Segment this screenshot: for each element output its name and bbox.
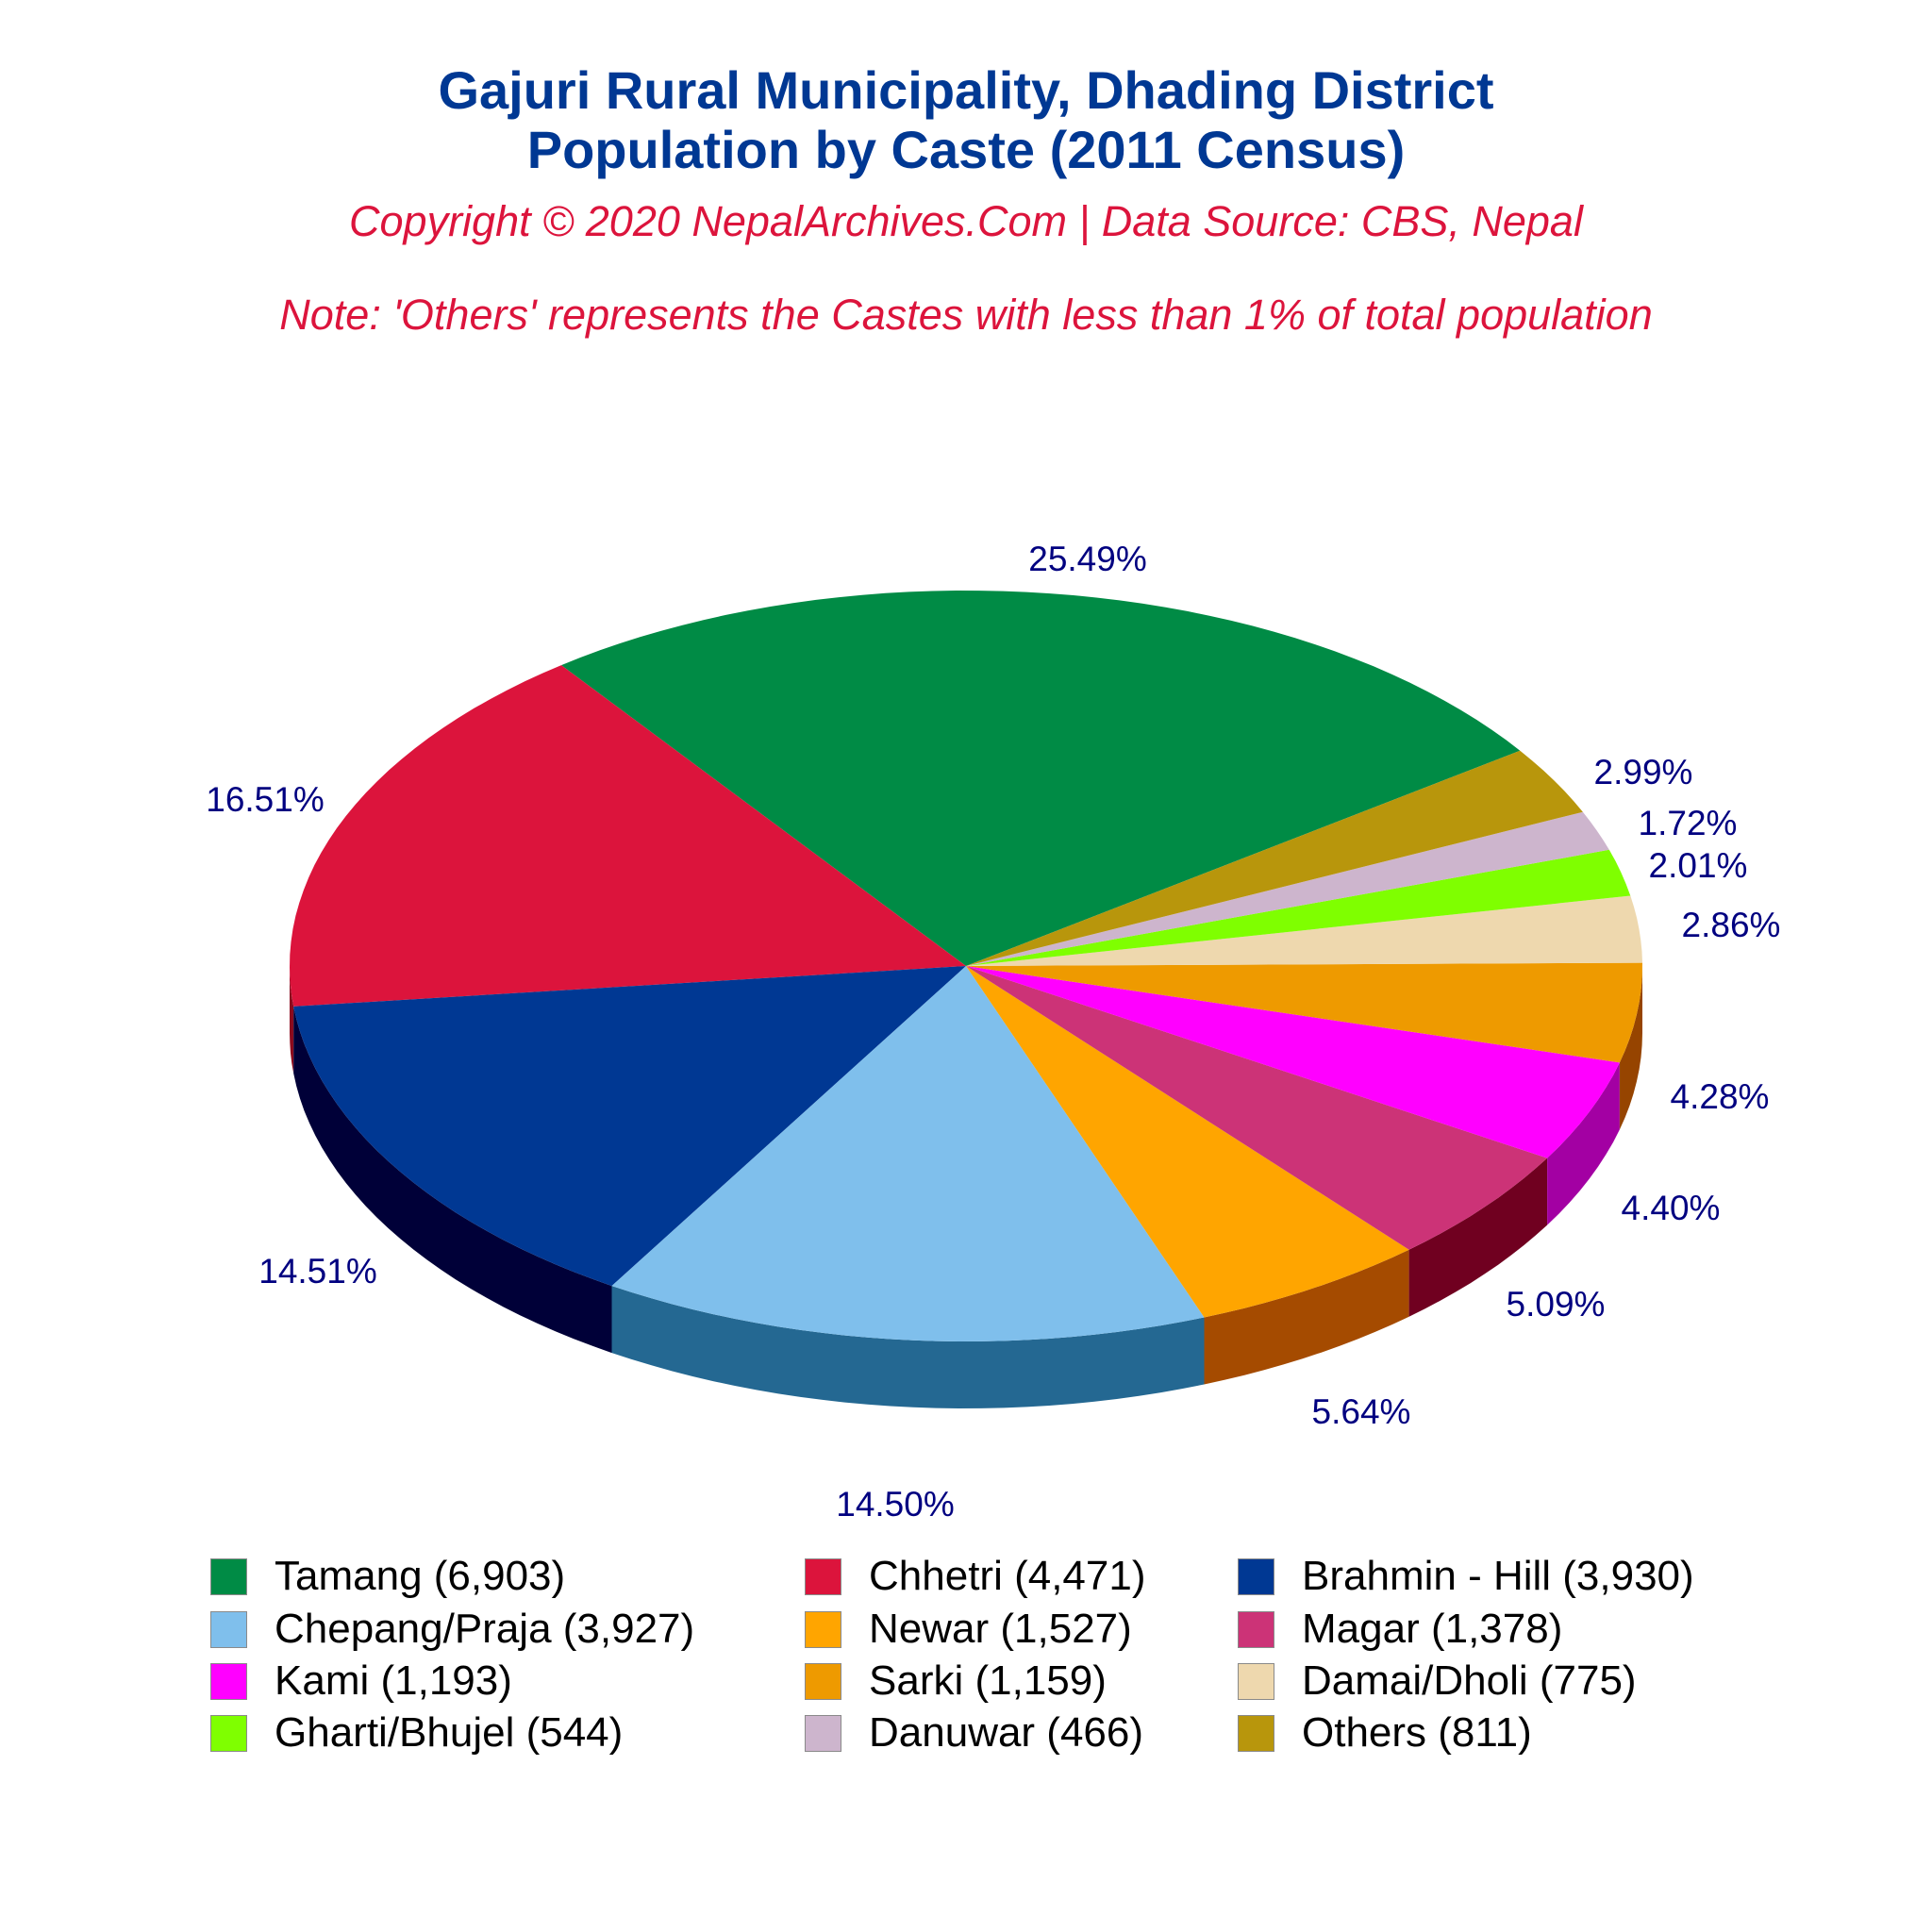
copyright-subtitle: Copyright © 2020 NepalArchives.Com | Dat… (349, 197, 1583, 245)
pct-label-gharti-bhujel: 2.01% (1649, 846, 1748, 885)
pct-label-chhetri: 16.51% (206, 780, 325, 819)
legend-swatch (805, 1714, 841, 1752)
pct-label-danuwar: 1.72% (1639, 804, 1738, 842)
legend-label: Danuwar (466) (869, 1709, 1144, 1756)
legend: Tamang (6,903) Chhetri (4,471) Brahmin -… (0, 1553, 1932, 1772)
legend-swatch (805, 1662, 841, 1700)
pct-label-newar: 5.64% (1312, 1392, 1411, 1431)
legend-label: Newar (1,527) (869, 1606, 1132, 1652)
legend-swatch (805, 1557, 841, 1595)
pie-side-newar (1204, 1249, 1409, 1385)
legend-label: Magar (1,378) (1302, 1606, 1563, 1652)
pie-top-face (290, 591, 1642, 1341)
legend-swatch (210, 1662, 247, 1700)
legend-swatch (805, 1610, 841, 1648)
pie-percent-labels: 25.49% 16.51% 14.51% 14.50% 5.64% 5.09% 4.40% 4… (206, 540, 1780, 1524)
legend-label: Damai/Dholi (775) (1302, 1657, 1637, 1704)
legend-item-kami: Kami (1,193) (210, 1657, 512, 1704)
legend-item-tamang: Tamang (6,903) (210, 1553, 566, 1599)
legend-swatch (1238, 1610, 1274, 1648)
legend-item-damai-dholi: Damai/Dholi (775) (1238, 1657, 1637, 1704)
legend-item-danuwar: Danuwar (466) (805, 1709, 1144, 1756)
pct-label-brahmin-hill: 14.51% (258, 1252, 377, 1291)
pie-side-chhetri (290, 966, 294, 1074)
pct-label-kami: 4.40% (1622, 1189, 1721, 1227)
pie-slice-kami (966, 966, 1620, 1158)
pct-label-tamang: 25.49% (1028, 540, 1147, 578)
pie-slice-brahmin-hill (293, 966, 966, 1287)
others-note: Note: 'Others' represents the Castes wit… (279, 291, 1653, 339)
pie-slice-others (966, 750, 1583, 966)
pct-label-damai-dholi: 2.86% (1682, 906, 1781, 944)
legend-swatch (210, 1610, 247, 1648)
pie-side-magar (1408, 1158, 1548, 1317)
legend-swatch (210, 1557, 247, 1595)
legend-item-chhetri: Chhetri (4,471) (805, 1553, 1146, 1599)
legend-label: Gharti/Bhujel (544) (275, 1709, 624, 1756)
pct-label-sarki: 4.28% (1671, 1077, 1770, 1116)
pie-slice-danuwar (966, 811, 1609, 966)
pie-slice-newar (966, 966, 1409, 1318)
pct-label-magar: 5.09% (1507, 1285, 1606, 1324)
chart-title-line1: Gajuri Rural Municipality, Dhading Distr… (438, 60, 1494, 120)
pie-side-chepang-praja (611, 1286, 1205, 1408)
legend-item-gharti-bhujel: Gharti/Bhujel (544) (210, 1709, 624, 1756)
pct-label-others: 2.99% (1594, 753, 1693, 791)
chart-title-line2: Population by Caste (2011 Census) (526, 120, 1406, 179)
pie-slice-sarki (966, 962, 1642, 1063)
legend-swatch (1238, 1557, 1274, 1595)
pie-slice-damai-dholi (966, 895, 1642, 966)
legend-item-newar: Newar (1,527) (805, 1606, 1132, 1652)
pie-slice-magar (966, 966, 1548, 1250)
legend-swatch (210, 1714, 247, 1752)
pie-side-brahmin-hill (293, 1006, 612, 1354)
legend-item-chepang-praja: Chepang/Praja (3,927) (210, 1606, 695, 1652)
legend-item-others: Others (811) (1238, 1709, 1532, 1756)
legend-label: Others (811) (1302, 1709, 1532, 1756)
pie-side-kami (1547, 1062, 1620, 1225)
pie-slice-chhetri (290, 665, 966, 1007)
pie-slice-gharti-bhujel (966, 849, 1631, 966)
pie-sides (290, 966, 1642, 1408)
legend-item-brahmin-hill: Brahmin - Hill (3,930) (1238, 1553, 1694, 1599)
legend-label: Chhetri (4,471) (869, 1553, 1146, 1599)
pct-label-chepang-praja: 14.50% (836, 1485, 955, 1524)
legend-label: Kami (1,193) (275, 1657, 512, 1704)
legend-label: Brahmin - Hill (3,930) (1302, 1553, 1694, 1599)
legend-swatch (1238, 1662, 1274, 1700)
pie-slice-chepang-praja (611, 966, 1205, 1341)
legend-item-magar: Magar (1,378) (1238, 1606, 1563, 1652)
legend-label: Chepang/Praja (3,927) (275, 1606, 695, 1652)
legend-item-sarki: Sarki (1,159) (805, 1657, 1107, 1704)
pie-side-sarki (1619, 966, 1642, 1130)
legend-label: Tamang (6,903) (275, 1553, 566, 1599)
legend-label: Sarki (1,159) (869, 1657, 1107, 1704)
legend-swatch (1238, 1714, 1274, 1752)
pie-slice-tamang (561, 591, 1521, 966)
